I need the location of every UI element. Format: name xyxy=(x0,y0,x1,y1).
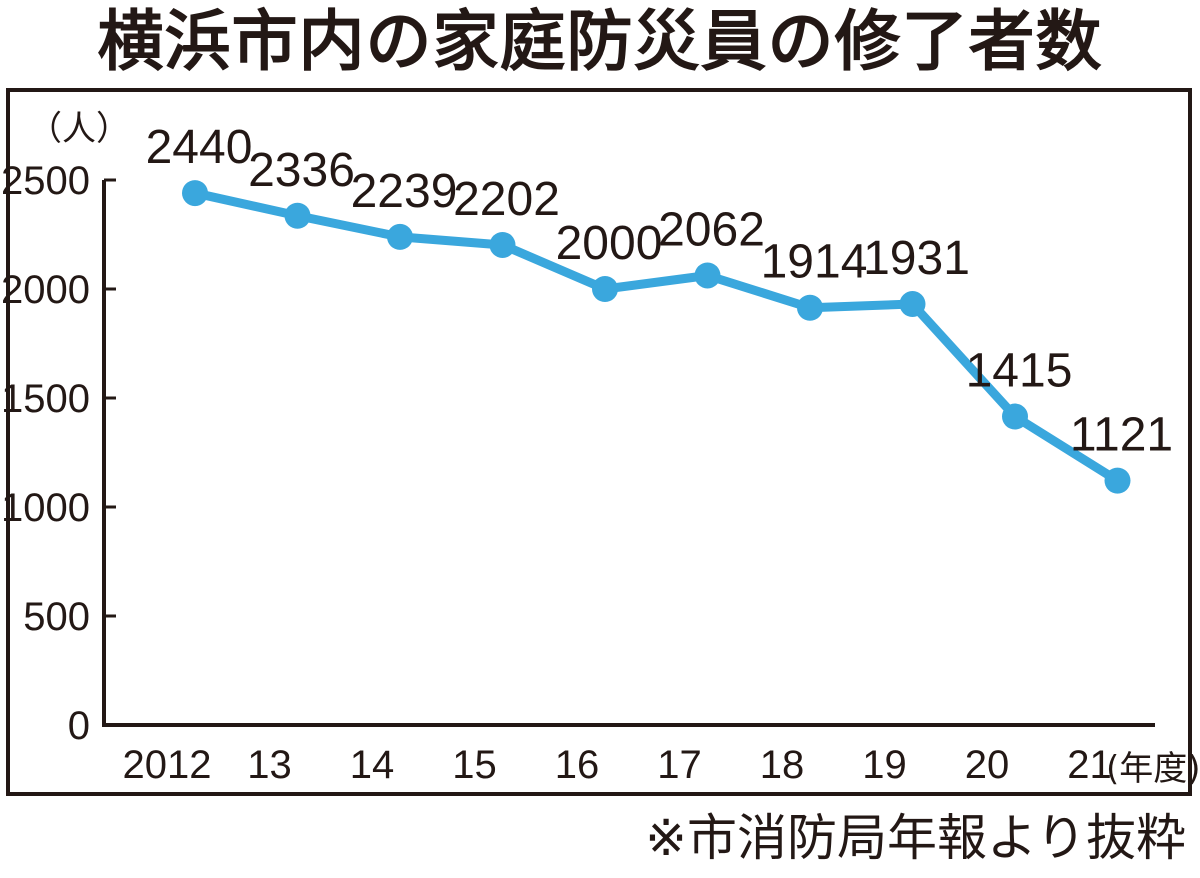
data-point xyxy=(797,294,823,321)
data-label: 2336 xyxy=(248,144,355,197)
data-point xyxy=(899,291,926,318)
x-tick-label: 13 xyxy=(247,743,292,787)
x-tick-label: 20 xyxy=(965,743,1010,787)
data-point xyxy=(489,231,516,258)
data-point xyxy=(1104,467,1131,494)
x-tick-label: 14 xyxy=(350,743,395,787)
data-label: 1931 xyxy=(863,232,970,285)
data-point xyxy=(284,202,311,229)
x-tick-label: 19 xyxy=(862,743,907,787)
data-label: 2239 xyxy=(351,165,458,218)
data-point xyxy=(592,276,618,302)
data-label: 2062 xyxy=(658,203,765,256)
y-ticks: 0 500 1000 1500 2000 2500 xyxy=(1,159,116,748)
x-tick-label: 17 xyxy=(657,743,702,787)
x-tick-label: 18 xyxy=(760,743,805,787)
data-point xyxy=(182,180,208,207)
data-label: 1121 xyxy=(1070,409,1173,462)
data-label: 1914 xyxy=(761,236,868,289)
data-label: 2440 xyxy=(146,121,253,174)
x-axis-unit-label: (年度) xyxy=(1106,749,1200,789)
data-label: 2000 xyxy=(556,217,663,270)
y-axis-unit-label: （人） xyxy=(28,109,130,149)
chart-frame xyxy=(6,88,1192,796)
x-ticks: 2012 13 14 15 16 17 18 19 20 21 xyxy=(123,743,1112,787)
y-tick-label: 0 xyxy=(68,704,90,748)
y-tick-label: 2500 xyxy=(1,159,90,203)
data-label: 1415 xyxy=(966,345,1073,398)
x-tick-label: 2012 xyxy=(123,743,212,787)
y-tick-label: 2000 xyxy=(1,268,90,312)
x-tick-label: 16 xyxy=(555,743,600,787)
data-points xyxy=(182,180,1131,494)
axes xyxy=(102,180,1155,727)
data-label: 2202 xyxy=(453,173,560,226)
x-tick-label: 21 xyxy=(1067,743,1112,787)
data-point xyxy=(694,262,721,289)
chart-title: 横浜市内の家庭防災員の修了者数 xyxy=(97,3,1103,80)
source-note: ※市消防局年報より抜粋 xyxy=(645,809,1186,867)
data-point xyxy=(1002,403,1028,430)
y-tick-label: 500 xyxy=(23,595,90,639)
y-tick-label: 1000 xyxy=(1,486,90,530)
series-line xyxy=(190,188,1122,486)
y-tick-label: 1500 xyxy=(1,377,90,421)
x-tick-label: 15 xyxy=(452,743,497,787)
data-point xyxy=(387,223,413,250)
